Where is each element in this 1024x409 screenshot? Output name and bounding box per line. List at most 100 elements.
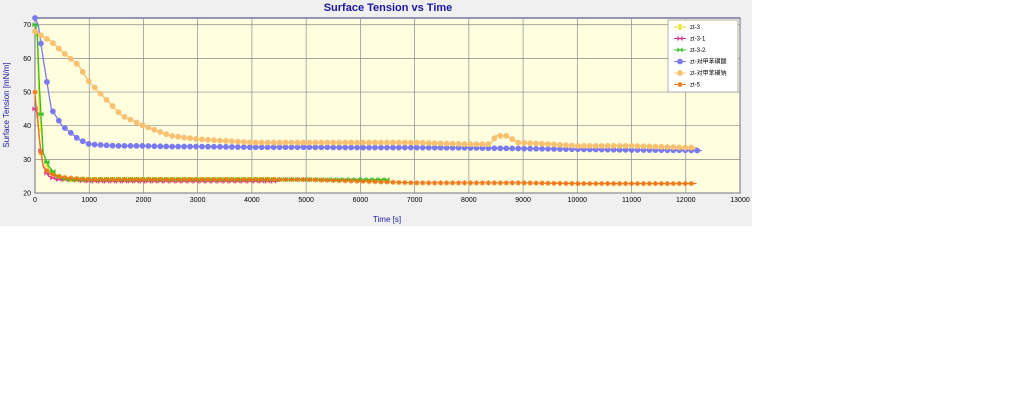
data-point — [563, 142, 569, 149]
data-point — [157, 129, 164, 135]
legend-entry[interactable]: zt-5 — [690, 83, 701, 89]
data-point — [193, 176, 199, 183]
data-point — [145, 124, 152, 131]
data-point — [366, 139, 372, 146]
data-point — [217, 176, 223, 183]
data-point — [199, 143, 205, 150]
data-point — [38, 40, 44, 47]
plot-area — [34, 17, 741, 194]
data-point — [115, 109, 122, 116]
data-point — [515, 139, 522, 146]
data-point — [169, 133, 176, 139]
data-point — [223, 176, 229, 183]
data-point — [539, 145, 545, 152]
data-point — [252, 139, 259, 146]
data-point — [449, 140, 456, 147]
data-point — [133, 119, 140, 126]
data-point — [169, 143, 176, 150]
data-point — [222, 144, 229, 150]
data-point — [372, 144, 378, 151]
legend-entry[interactable]: zt-3 — [690, 25, 701, 31]
data-point — [628, 142, 635, 149]
data-point — [485, 180, 491, 186]
data-point — [193, 143, 199, 150]
data-point — [199, 136, 205, 143]
data-point — [378, 179, 384, 185]
data-point — [109, 142, 116, 149]
data-point — [240, 144, 247, 151]
data-point — [396, 179, 402, 186]
data-point — [246, 139, 253, 146]
data-point — [521, 139, 528, 146]
data-point — [139, 176, 145, 183]
data-point — [407, 144, 414, 151]
legend-entry[interactable]: zt-3-1 — [690, 37, 706, 43]
data-point — [324, 139, 331, 146]
data-point — [610, 142, 617, 149]
data-point — [265, 176, 271, 183]
legend-entry[interactable]: zt-对甲苯磺酸 — [690, 58, 727, 66]
data-point — [109, 103, 116, 109]
data-point — [413, 139, 420, 146]
data-point — [240, 139, 247, 145]
data-point — [688, 144, 695, 151]
data-point — [49, 108, 56, 115]
data-point — [575, 180, 581, 187]
tick-labels: 0 1000 2000 3000 4000 5000 6000 7000 8000 9000 100… — [23, 22, 750, 204]
data-point — [32, 22, 38, 28]
data-point — [348, 178, 354, 184]
surface-tension-chart: Surface Tension vs Time 0 1000 2000 3000 400… — [2, 2, 750, 224]
data-point — [521, 145, 528, 152]
data-point — [181, 176, 187, 183]
data-point — [246, 144, 253, 151]
data-point — [253, 176, 259, 183]
data-point — [44, 159, 50, 165]
data-point — [372, 179, 378, 185]
legend[interactable]: zt-3 zt-3-1 zt-3-2 zt-对甲苯磺酸 zt-对甲苯磺钠 zt-5 — [667, 19, 739, 93]
data-point — [658, 180, 664, 187]
data-point — [318, 144, 325, 151]
x-tick-label: 3000 — [190, 197, 206, 204]
y-tick-label: 30 — [23, 157, 31, 164]
data-point — [175, 133, 182, 140]
data-point — [271, 176, 277, 183]
data-point — [342, 178, 348, 184]
data-point — [163, 176, 169, 183]
data-point — [640, 180, 647, 187]
data-point — [527, 140, 534, 147]
data-point — [282, 176, 289, 183]
data-point — [115, 142, 122, 149]
data-point — [580, 142, 587, 149]
data-point — [264, 139, 271, 146]
data-point — [276, 176, 283, 183]
data-point — [360, 178, 366, 184]
data-point — [402, 180, 408, 186]
data-point — [384, 179, 390, 185]
data-point — [300, 139, 307, 146]
data-point — [616, 142, 623, 149]
legend-entry[interactable]: zt-3-2 — [690, 48, 706, 54]
data-point — [85, 78, 92, 85]
data-point — [211, 176, 217, 183]
data-point — [306, 139, 313, 146]
data-point — [330, 144, 337, 151]
data-point — [455, 140, 462, 147]
data-point — [330, 177, 336, 183]
chart-title: Surface Tension vs Time — [324, 2, 453, 14]
data-point — [670, 180, 676, 187]
data-point — [432, 180, 438, 186]
data-point — [640, 143, 647, 150]
data-point — [127, 116, 134, 123]
data-point — [599, 180, 605, 187]
x-tick-label: 12000 — [676, 197, 696, 204]
legend-entry[interactable]: zt-对甲苯磺钠 — [690, 69, 727, 77]
data-point — [401, 139, 408, 146]
data-point — [175, 176, 181, 183]
data-point — [127, 176, 134, 183]
data-point — [658, 143, 665, 150]
data-point — [145, 176, 151, 183]
data-point — [605, 180, 611, 187]
data-point — [312, 139, 319, 146]
series-4 — [32, 15, 703, 154]
x-tick-label: 10000 — [568, 197, 588, 204]
